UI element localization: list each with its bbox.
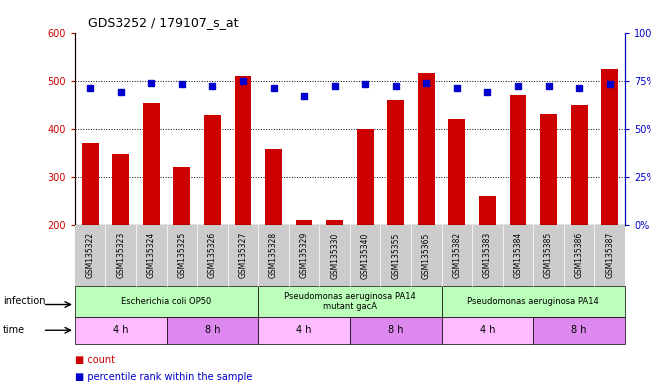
Bar [449,119,465,225]
Text: Pseudomonas aeruginosa PA14: Pseudomonas aeruginosa PA14 [467,297,599,306]
Bar [571,105,587,225]
Bar [234,76,251,225]
Text: GSM135355: GSM135355 [391,232,400,278]
Bar [204,115,221,225]
Bar [173,167,190,225]
Text: 8 h: 8 h [204,325,220,335]
Bar [418,73,435,225]
Text: GSM135327: GSM135327 [238,232,247,278]
Bar [479,196,496,225]
Text: ■ percentile rank within the sample: ■ percentile rank within the sample [75,372,252,382]
Text: 4 h: 4 h [480,325,495,335]
Text: GSM135323: GSM135323 [117,232,125,278]
Text: Pseudomonas aeruginosa PA14
mutant gacA: Pseudomonas aeruginosa PA14 mutant gacA [284,292,416,311]
Bar [540,114,557,225]
Text: GSM135325: GSM135325 [177,232,186,278]
Bar [326,220,343,225]
Text: GSM135382: GSM135382 [452,232,462,278]
Text: GSM135365: GSM135365 [422,232,431,278]
Text: GSM135340: GSM135340 [361,232,370,278]
Text: Escherichia coli OP50: Escherichia coli OP50 [122,297,212,306]
Bar [82,143,98,225]
Text: 4 h: 4 h [113,325,128,335]
Text: GSM135386: GSM135386 [575,232,583,278]
Text: infection: infection [3,296,46,306]
Bar [143,103,159,225]
Bar [296,220,312,225]
Text: time: time [3,325,25,335]
Text: GDS3252 / 179107_s_at: GDS3252 / 179107_s_at [88,16,238,29]
Bar [602,69,618,225]
Text: GSM135383: GSM135383 [483,232,492,278]
Text: GSM135330: GSM135330 [330,232,339,278]
Text: GSM135324: GSM135324 [146,232,156,278]
Bar [113,154,129,225]
Text: GSM135328: GSM135328 [269,232,278,278]
Bar [510,95,527,225]
Bar [265,149,282,225]
Text: GSM135387: GSM135387 [605,232,614,278]
Text: 4 h: 4 h [296,325,312,335]
Text: GSM135329: GSM135329 [299,232,309,278]
Text: 8 h: 8 h [388,325,404,335]
Text: ■ count: ■ count [75,355,115,365]
Text: 8 h: 8 h [572,325,587,335]
Bar [357,129,374,225]
Text: GSM135384: GSM135384 [514,232,523,278]
Text: GSM135326: GSM135326 [208,232,217,278]
Text: GSM135322: GSM135322 [86,232,94,278]
Text: GSM135385: GSM135385 [544,232,553,278]
Bar [387,100,404,225]
